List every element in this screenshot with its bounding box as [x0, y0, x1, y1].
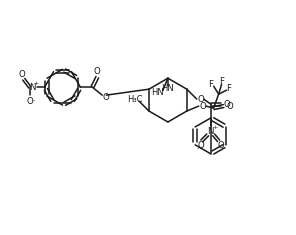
Text: HN: HN — [152, 88, 164, 97]
Text: F: F — [226, 84, 231, 93]
Text: H₃C: H₃C — [127, 95, 143, 104]
Text: O: O — [26, 97, 33, 106]
Text: O: O — [103, 93, 110, 102]
Text: +: + — [33, 81, 38, 86]
Text: F: F — [208, 80, 213, 89]
Text: +: + — [212, 125, 217, 130]
Text: N: N — [29, 83, 36, 92]
Text: N: N — [207, 127, 214, 136]
Text: O: O — [197, 95, 204, 104]
Text: O: O — [223, 100, 230, 109]
Text: O: O — [18, 70, 25, 79]
Text: O: O — [217, 141, 224, 150]
Text: F: F — [219, 77, 224, 86]
Text: HN: HN — [162, 84, 174, 93]
Text: O: O — [197, 141, 204, 150]
Text: O: O — [94, 67, 101, 76]
Text: O: O — [199, 102, 206, 111]
Text: -: - — [197, 146, 199, 151]
Text: -: - — [33, 99, 35, 104]
Text: O: O — [226, 102, 233, 111]
